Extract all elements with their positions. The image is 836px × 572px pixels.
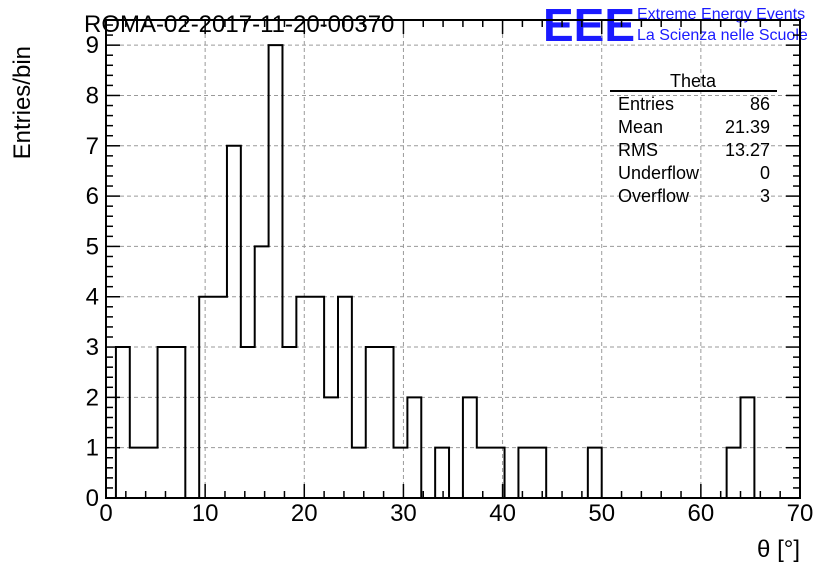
stats-value: 3 [760,186,770,206]
x-tick-label: 10 [192,500,219,527]
x-tick-label: 0 [99,500,112,527]
plot-frame [105,19,801,499]
x-tick-label: 50 [588,500,615,527]
x-tick-label: 20 [291,500,318,527]
x-tick-label: 40 [489,500,516,527]
y-tick-label: 6 [86,183,99,210]
x-axis-label: θ [°] [757,536,800,563]
stats-value: 13.27 [725,140,770,160]
axes [105,19,801,499]
y-axis-label: Entries/bin [9,46,36,159]
y-tick-label: 8 [86,82,99,109]
stats-label: Mean [618,117,663,137]
y-tick-label: 7 [86,133,99,160]
stats-box: Theta Entries 86 Mean 21.39 RMS 13.27 Underflo… [610,71,777,206]
stats-label: Overflow [618,186,690,206]
y-tick-label: 4 [86,284,99,311]
grid-lines [106,20,800,498]
y-tick-label: 1 [86,435,99,462]
logo-line-1: Extreme Energy Events [637,6,805,23]
logo-line-2: La Scienza nelle Scuole [637,27,808,44]
stats-label: Underflow [618,163,700,183]
stats-label: Entries [618,94,674,114]
y-tick-label: 0 [86,485,99,512]
stats-title: Theta [670,71,717,91]
y-tick-label: 3 [86,334,99,361]
stats-value: 21.39 [725,117,770,137]
stats-value: 86 [750,94,770,114]
y-tick-label: 5 [86,233,99,260]
y-tick-label: 9 [86,32,99,59]
stats-value: 0 [760,163,770,183]
stats-label: RMS [618,140,658,160]
y-tick-label: 2 [86,384,99,411]
x-tick-label: 70 [787,500,814,527]
x-tick-label: 60 [688,500,715,527]
chart-title: ROMA-02-2017-11-20-00370 [84,11,394,38]
stats-rows: Entries 86 Mean 21.39 RMS 13.27 Underflow 0 Over… [618,94,770,206]
logo-mark: EEE [543,0,635,51]
eee-logo: EEE Extreme Energy Events La Scienza nel… [543,0,808,51]
x-tick-label: 30 [390,500,417,527]
